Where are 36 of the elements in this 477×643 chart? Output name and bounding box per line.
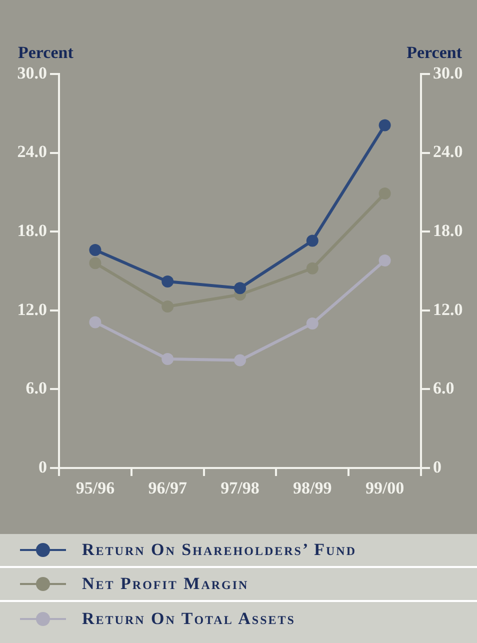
point bbox=[306, 262, 318, 274]
x-tick-label: 99/00 bbox=[365, 478, 404, 498]
point bbox=[234, 354, 246, 366]
point bbox=[162, 300, 174, 312]
y-tick-label: 0 bbox=[38, 457, 47, 476]
y2-tick-label: 6.0 bbox=[433, 378, 454, 398]
point bbox=[378, 188, 391, 200]
x-tick-label: 98/99 bbox=[293, 478, 332, 498]
y2-tick-label: 0 bbox=[433, 457, 442, 476]
legend-label: Return On Shareholders’ Fund bbox=[82, 540, 357, 560]
y-tick-label: 30.0 bbox=[17, 63, 47, 82]
y2-tick-label: 30.0 bbox=[433, 63, 463, 82]
y-tick-label: 24.0 bbox=[17, 142, 47, 162]
y2-tick-label: 12.0 bbox=[433, 300, 463, 319]
y-axis-title: Percent bbox=[18, 43, 74, 62]
point bbox=[162, 276, 174, 288]
point bbox=[378, 254, 391, 266]
point bbox=[89, 257, 102, 270]
y2-tick-label: 24.0 bbox=[433, 142, 463, 162]
legend-label: Net Profit Margin bbox=[82, 574, 249, 594]
y-tick-label: 18.0 bbox=[17, 220, 47, 240]
x-tick-label: 95/96 bbox=[76, 478, 115, 498]
y-tick-label: 12.0 bbox=[17, 300, 47, 319]
point bbox=[378, 119, 391, 132]
y-tick-label: 6.0 bbox=[26, 378, 47, 398]
legend-label: Return On Total Assets bbox=[82, 609, 296, 629]
y2-tick-label: 18.0 bbox=[433, 220, 463, 240]
y2-axis-title: Percent bbox=[406, 43, 462, 62]
point bbox=[306, 318, 318, 330]
point bbox=[162, 352, 174, 365]
point bbox=[89, 244, 102, 256]
x-tick-label: 96/97 bbox=[148, 478, 188, 498]
point bbox=[89, 316, 102, 328]
x-tick-label: 97/98 bbox=[220, 478, 260, 498]
point bbox=[234, 282, 246, 294]
point bbox=[306, 234, 318, 247]
